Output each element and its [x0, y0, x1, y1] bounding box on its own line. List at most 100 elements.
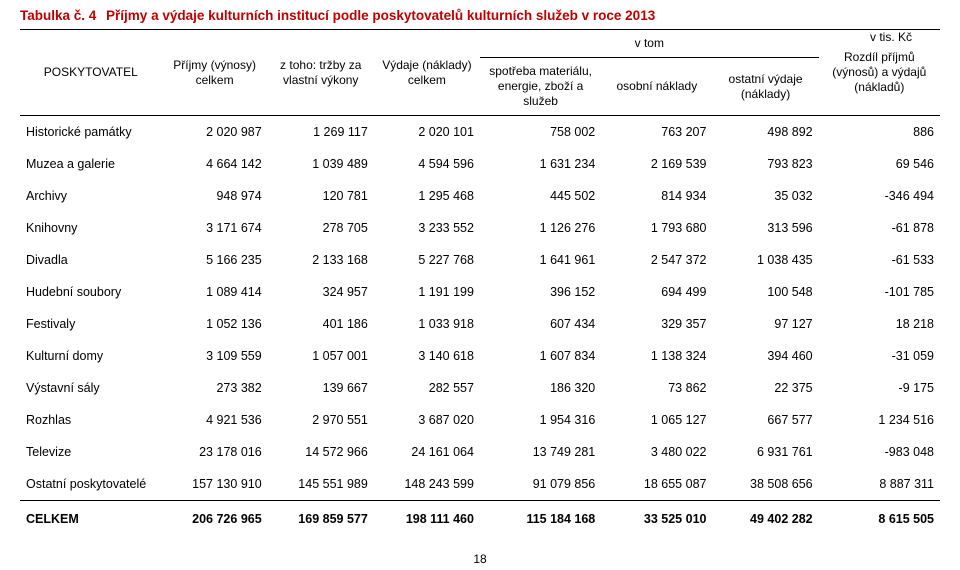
cell-value: 169 859 577: [268, 501, 374, 538]
cell-value: 1 641 961: [480, 244, 601, 276]
col-header-poskytovatel: POSKYTOVATEL: [20, 30, 162, 116]
row-label: Muzea a galerie: [20, 148, 162, 180]
table-row: Muzea a galerie4 664 1421 039 4894 594 5…: [20, 148, 940, 180]
totals-row: CELKEM206 726 965169 859 577198 111 4601…: [20, 501, 940, 538]
cell-value: 2 133 168: [268, 244, 374, 276]
cell-value: 278 705: [268, 212, 374, 244]
cell-value: 38 508 656: [712, 468, 818, 501]
cell-value: 97 127: [712, 308, 818, 340]
cell-value: 186 320: [480, 372, 601, 404]
cell-value: 324 957: [268, 276, 374, 308]
cell-value: 1 089 414: [162, 276, 268, 308]
col-header-ostatni: ostatní výdaje (náklady): [712, 58, 818, 116]
cell-value: 5 166 235: [162, 244, 268, 276]
cell-value: 3 687 020: [374, 404, 480, 436]
cell-value: 445 502: [480, 180, 601, 212]
cell-value: 100 548: [712, 276, 818, 308]
cell-value: 1 607 834: [480, 340, 601, 372]
cell-value: 18 218: [819, 308, 940, 340]
table-row: Archivy948 974120 7811 295 468445 502814…: [20, 180, 940, 212]
cell-value: 3 233 552: [374, 212, 480, 244]
col-header-osobni: osobní náklady: [601, 58, 712, 116]
cell-value: 1 065 127: [601, 404, 712, 436]
row-label: Kulturní domy: [20, 340, 162, 372]
cell-value: 1 954 316: [480, 404, 601, 436]
cell-value: 4 664 142: [162, 148, 268, 180]
cell-value: 1 793 680: [601, 212, 712, 244]
row-label: Divadla: [20, 244, 162, 276]
table-row: Rozhlas4 921 5362 970 5513 687 0201 954 …: [20, 404, 940, 436]
cell-value: 4 594 596: [374, 148, 480, 180]
row-label: Hudební soubory: [20, 276, 162, 308]
cell-value: -983 048: [819, 436, 940, 468]
cell-value: -346 494: [819, 180, 940, 212]
cell-value: 313 596: [712, 212, 818, 244]
page-number: 18: [0, 552, 960, 566]
table-row: Historické památky2 020 9871 269 1172 02…: [20, 116, 940, 149]
cell-value: 607 434: [480, 308, 601, 340]
cell-value: 1 138 324: [601, 340, 712, 372]
cell-value: 3 480 022: [601, 436, 712, 468]
cell-value: 1 039 489: [268, 148, 374, 180]
cell-value: 3 109 559: [162, 340, 268, 372]
row-label: Archivy: [20, 180, 162, 212]
cell-value: 763 207: [601, 116, 712, 149]
table-number: Tabulka č. 4: [20, 8, 96, 23]
cell-value: 793 823: [712, 148, 818, 180]
cell-value: 8 615 505: [819, 501, 940, 538]
cell-value: 1 126 276: [480, 212, 601, 244]
income-expense-table: POSKYTOVATEL Příjmy (výnosy) celkem z to…: [20, 29, 940, 537]
cell-value: 758 002: [480, 116, 601, 149]
table-row: Televize23 178 01614 572 96624 161 06413…: [20, 436, 940, 468]
cell-value: 157 130 910: [162, 468, 268, 501]
cell-value: 2 970 551: [268, 404, 374, 436]
cell-value: 396 152: [480, 276, 601, 308]
page: Tabulka č. 4 Příjmy a výdaje kulturních …: [0, 0, 960, 570]
cell-value: 22 375: [712, 372, 818, 404]
cell-value: 206 726 965: [162, 501, 268, 538]
cell-value: -61 878: [819, 212, 940, 244]
col-header-prijmy: Příjmy (výnosy) celkem: [162, 30, 268, 116]
cell-value: 18 655 087: [601, 468, 712, 501]
cell-value: 694 499: [601, 276, 712, 308]
table-title: Tabulka č. 4 Příjmy a výdaje kulturních …: [20, 8, 940, 23]
cell-value: 148 243 599: [374, 468, 480, 501]
cell-value: 1 295 468: [374, 180, 480, 212]
cell-value: 1 033 918: [374, 308, 480, 340]
table-title-text: Příjmy a výdaje kulturních institucí pod…: [106, 8, 655, 23]
cell-value: 2 020 101: [374, 116, 480, 149]
table-row: Knihovny3 171 674278 7053 233 5521 126 2…: [20, 212, 940, 244]
cell-value: 2 020 987: [162, 116, 268, 149]
row-label: Festivaly: [20, 308, 162, 340]
cell-value: 198 111 460: [374, 501, 480, 538]
cell-value: 13 749 281: [480, 436, 601, 468]
cell-value: 282 557: [374, 372, 480, 404]
unit-label: v tis. Kč: [870, 30, 912, 44]
cell-value: 814 934: [601, 180, 712, 212]
cell-value: 8 887 311: [819, 468, 940, 501]
cell-value: 23 178 016: [162, 436, 268, 468]
row-label: Knihovny: [20, 212, 162, 244]
cell-value: 1 057 001: [268, 340, 374, 372]
cell-value: -101 785: [819, 276, 940, 308]
cell-value: 498 892: [712, 116, 818, 149]
row-label: Výstavní sály: [20, 372, 162, 404]
col-header-vydaje: Výdaje (náklady) celkem: [374, 30, 480, 116]
row-label: Rozhlas: [20, 404, 162, 436]
cell-value: 3 140 618: [374, 340, 480, 372]
cell-value: -61 533: [819, 244, 940, 276]
table-row: Výstavní sály273 382139 667282 557186 32…: [20, 372, 940, 404]
cell-value: 73 862: [601, 372, 712, 404]
cell-value: 394 460: [712, 340, 818, 372]
cell-value: 329 357: [601, 308, 712, 340]
cell-value: 35 032: [712, 180, 818, 212]
row-label: Historické památky: [20, 116, 162, 149]
cell-value: 273 382: [162, 372, 268, 404]
cell-value: 401 186: [268, 308, 374, 340]
cell-value: 115 184 168: [480, 501, 601, 538]
cell-value: 1 269 117: [268, 116, 374, 149]
cell-value: 69 546: [819, 148, 940, 180]
cell-value: 1 234 516: [819, 404, 940, 436]
cell-value: 2 547 372: [601, 244, 712, 276]
cell-value: 120 781: [268, 180, 374, 212]
